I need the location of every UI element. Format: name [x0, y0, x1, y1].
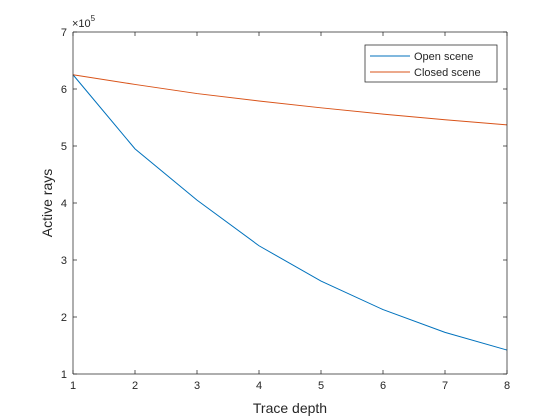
y-tick-label: 5 [61, 141, 67, 153]
series-line-closed-scene [72, 74, 508, 126]
y-tick-label: 3 [61, 255, 67, 267]
y-axis-label: Active rays [39, 169, 55, 237]
x-tick-label: 7 [442, 380, 448, 392]
series-layer [72, 74, 508, 351]
y-exponent-power: 5 [91, 14, 96, 23]
y-exponent-label: ×105 [72, 14, 96, 30]
x-tick-label: 2 [132, 380, 138, 392]
x-tick-label: 3 [194, 380, 200, 392]
x-tick-label: 1 [70, 380, 76, 392]
series-line-open-scene [72, 74, 508, 351]
y-tick-label: 1 [61, 369, 67, 381]
x-tick-label: 6 [380, 380, 386, 392]
y-tick-label: 7 [61, 27, 67, 39]
legend-label-open-scene: Open scene [414, 51, 473, 63]
y-tick-label: 2 [61, 312, 67, 324]
legend: Open scene Closed scene [364, 44, 498, 83]
plot-area [73, 32, 507, 374]
legend-label-closed-scene: Closed scene [414, 67, 481, 79]
x-tick-label: 5 [318, 380, 324, 392]
x-tick-label: 8 [504, 380, 510, 392]
y-exponent-base: ×10 [72, 18, 91, 30]
x-axis-label: Trace depth [253, 400, 327, 416]
x-tick-label: 4 [256, 380, 262, 392]
legend-box [364, 44, 498, 83]
y-tick-label: 6 [61, 84, 67, 96]
y-tick-label: 4 [61, 198, 67, 210]
ticks-layer: 1 2 3 4 5 6 7 8 1 2 3 4 5 6 7 [61, 27, 510, 392]
